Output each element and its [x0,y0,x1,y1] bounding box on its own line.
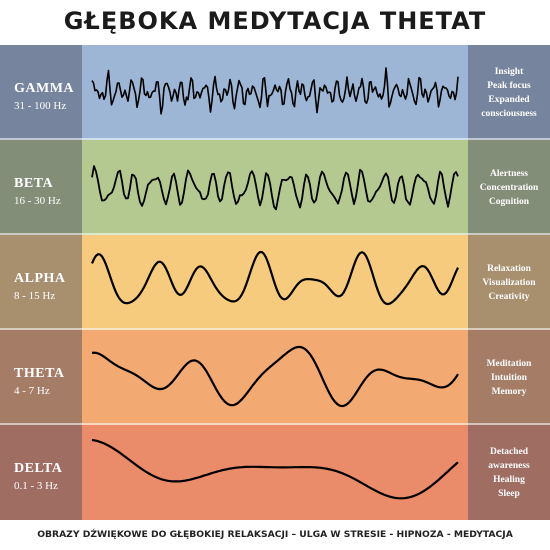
band-gamma: GAMMA 31 - 100 Hz Insight Peak focus Exp… [0,45,550,140]
band-alpha: ALPHA 8 - 15 Hz Relaxation Visualization… [0,235,550,330]
band-range: 8 - 15 Hz [14,290,56,302]
benefit-text: Meditation [486,358,532,369]
band-theta: THETA 4 - 7 Hz Meditation Intuition Memo… [0,330,550,425]
benefit-text: Intuition [491,372,527,383]
band-benefits-panel: Alertness Concentration Cognition [468,140,550,235]
band-benefits-panel: Detached awareness Healing Sleep [468,425,550,520]
band-label-panel: GAMMA 31 - 100 Hz [0,45,82,140]
benefit-text: Expanded [488,94,530,105]
benefit-text: Memory [491,386,527,397]
benefit-text: Peak focus [487,80,531,91]
benefit-text: Concentration [479,182,539,193]
band-benefits-panel: Meditation Intuition Memory [468,330,550,425]
band-name: DELTA [14,461,63,476]
benefit-text: Creativity [488,291,530,302]
band-name: GAMMA [14,81,75,96]
band-label-panel: THETA 4 - 7 Hz [0,330,82,425]
band-name: BETA [14,176,54,191]
benefit-text: Alertness [490,168,528,179]
band-divider [0,328,550,330]
band-label-panel: DELTA 0.1 - 3 Hz [0,425,82,520]
band-benefits-panel: Insight Peak focus Expanded consciousnes… [468,45,550,140]
benefit-text: Cognition [488,196,530,207]
band-benefits-panel: Relaxation Visualization Creativity [468,235,550,330]
band-beta: BETA 16 - 30 Hz Alertness Concentration … [0,140,550,235]
benefit-text: Healing [493,474,525,485]
page-title: Głęboka medytacja thetat [63,7,487,35]
band-divider [0,423,550,425]
band-range: 4 - 7 Hz [14,385,50,397]
benefit-text: Relaxation [487,263,531,274]
benefit-text: Visualization [482,277,536,288]
benefit-text: awareness [488,460,530,471]
footer-caption: Obrazy dźwiękowe do głębokiej relaksacji… [37,529,513,540]
benefit-text: Detached [490,446,528,457]
band-divider [0,138,550,140]
band-label-panel: BETA 16 - 30 Hz [0,140,82,235]
band-name: THETA [14,366,65,381]
benefit-text: consciousness [481,108,537,119]
band-name: ALPHA [14,271,66,286]
band-label-panel: ALPHA 8 - 15 Hz [0,235,82,330]
band-delta: DELTA 0.1 - 3 Hz Detached awareness Heal… [0,425,550,520]
band-range: 16 - 30 Hz [14,195,61,207]
benefit-text: Insight [494,66,524,77]
band-range: 0.1 - 3 Hz [14,480,58,492]
band-divider [0,233,550,235]
benefit-text: Sleep [498,488,520,499]
band-range: 31 - 100 Hz [14,100,67,112]
